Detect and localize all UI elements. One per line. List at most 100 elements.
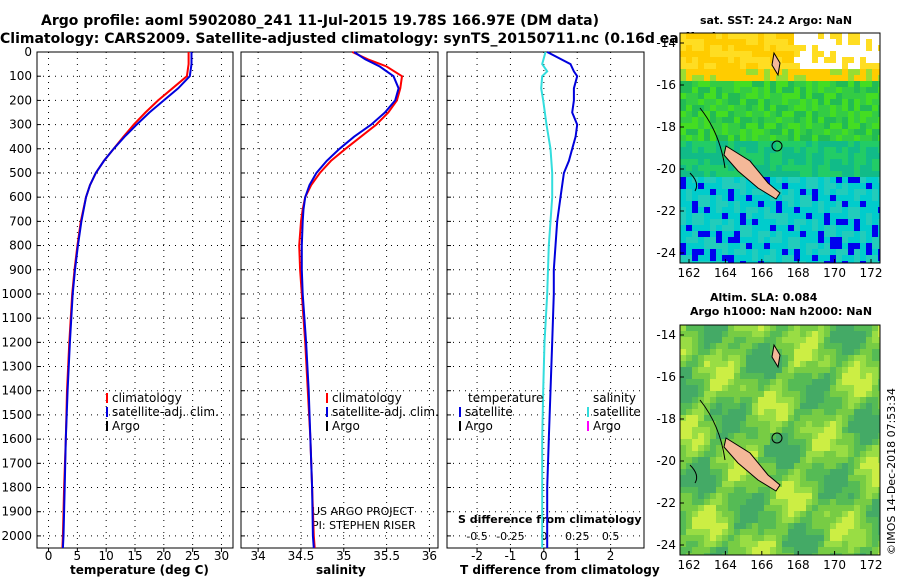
difference-xtick-top-label: 0 (540, 530, 547, 543)
diff-legend-temp-title: temperature (468, 391, 543, 405)
sla-ytick-label: -14 (656, 328, 676, 342)
diff-sal-legend-label: satellite (593, 405, 641, 419)
diff-temp-legend-label: satellite (465, 405, 513, 419)
credit-line2: PI: STEPHEN RISER (312, 519, 416, 532)
sla-ytick-label: -16 (656, 370, 676, 384)
difference-xtick-label: 1 (573, 549, 581, 563)
difference-frame (446, 51, 645, 549)
sst-reef-contour (689, 107, 726, 192)
depth-tick-label: 1400 (1, 384, 32, 398)
salinity-xtick-label: 35.5 (373, 549, 400, 563)
difference-series-line (540, 51, 554, 548)
sla-frame (679, 324, 881, 556)
sla-xtick-label: 164 (714, 558, 737, 572)
depth-tick-label: 1500 (1, 408, 32, 422)
temperature-xlabel: temperature (deg C) (70, 563, 209, 577)
difference-xtick-top-label: 0.5 (602, 530, 620, 543)
sst-ytick-label: -16 (656, 78, 676, 92)
salinity-series-line (300, 51, 400, 549)
sst-ytick-label: -20 (656, 162, 676, 176)
depth-tick-label: 500 (9, 166, 32, 180)
depth-tick-label: 1800 (1, 481, 32, 495)
temperature-xtick-label: 0 (45, 549, 53, 563)
difference-xtick-top-label: 0.25 (565, 530, 590, 543)
difference-xtick-label: -1 (504, 549, 516, 563)
difference-xtick-label: 0 (540, 549, 548, 563)
sst-xtick-label: 168 (787, 266, 810, 280)
sla-ytick-label: -22 (656, 496, 676, 510)
temperature-xtick-label: 15 (127, 549, 142, 563)
sst-xtick-label: 172 (860, 266, 883, 280)
temperature-series-line (61, 52, 190, 549)
salinity-xtick-label: 36 (422, 549, 437, 563)
temperature-legend-label: satellite-adj. clim. (112, 405, 219, 419)
sla-xtick-label: 162 (678, 558, 701, 572)
temperature-legend-label: climatology (112, 391, 182, 405)
header-line2: Climatology: CARS2009. Satellite-adjuste… (0, 31, 718, 47)
credit-line1: US ARGO PROJECT (312, 505, 414, 518)
difference-xtick-top-label: -0.5 (466, 530, 487, 543)
sst-vanuatu (771, 51, 781, 77)
sla-ytick-label: -18 (656, 412, 676, 426)
sla-map-title-1: Altim. SLA: 0.084 (710, 291, 818, 304)
sst-ytick-label: -18 (656, 120, 676, 134)
difference-xtick-label: -2 (471, 549, 483, 563)
sst-xtick-label: 166 (750, 266, 773, 280)
depth-tick-label: 1000 (1, 287, 32, 301)
salinity-xtick-label: 34.5 (288, 549, 315, 563)
depth-tick-label: 0 (24, 45, 32, 59)
difference-xtick-label: 2 (607, 549, 615, 563)
depth-tick-label: 400 (9, 142, 32, 156)
difference-xtick-top-label: -0.25 (496, 530, 524, 543)
sla-argo-position (771, 432, 783, 444)
sst-argo-position (771, 140, 783, 152)
salinity-xtick-label: 35 (336, 549, 351, 563)
sst-xtick-label: 162 (678, 266, 701, 280)
difference-series-line (546, 51, 579, 548)
diff-legend-sal-title: salinity (593, 391, 636, 405)
salinity-xlabel: salinity (316, 563, 366, 577)
depth-tick-label: 900 (9, 263, 32, 277)
sst-xtick-label: 164 (714, 266, 737, 280)
depth-tick-label: 300 (9, 118, 32, 132)
difference-xlabel-top: S difference from climatology (458, 513, 642, 526)
sla-xtick-label: 166 (750, 558, 773, 572)
sla-field (680, 325, 880, 555)
depth-tick-label: 700 (9, 214, 32, 228)
sla-reef-contour (689, 399, 726, 484)
sst-ytick-label: -14 (656, 36, 676, 50)
salinity-frame (240, 51, 439, 549)
sst-xtick-label: 170 (823, 266, 846, 280)
depth-tick-label: 1600 (1, 432, 32, 446)
sla-xtick-label: 170 (823, 558, 846, 572)
salinity-legend-label: Argo (332, 419, 360, 433)
depth-tick-label: 1300 (1, 360, 32, 374)
sst-ytick-label: -24 (656, 246, 676, 260)
temperature-xtick-label: 20 (156, 549, 171, 563)
sst-field (680, 33, 880, 263)
temperature-xtick-label: 30 (214, 549, 229, 563)
map-sst (679, 32, 881, 264)
difference-xlabel: T difference from climatology (460, 563, 660, 577)
header-line1: Argo profile: aoml 5902080_241 11-Jul-20… (40, 13, 599, 29)
salinity-legend-label: climatology (332, 391, 402, 405)
sla-ytick-label: -20 (656, 454, 676, 468)
temperature-series-line (61, 52, 193, 549)
sla-xtick-label: 168 (787, 558, 810, 572)
salinity-xtick-label: 34 (250, 549, 265, 563)
depth-tick-label: 1700 (1, 456, 32, 470)
depth-tick-label: 1900 (1, 505, 32, 519)
diff-sal-legend-label: Argo (593, 419, 621, 433)
sst-frame (679, 32, 881, 264)
sla-map-title-2: Argo h1000: NaN h2000: NaN (690, 305, 873, 318)
salinity-series-line (298, 51, 404, 549)
map-sla (679, 324, 881, 556)
depth-tick-label: 800 (9, 239, 32, 253)
sla-ytick-label: -24 (656, 538, 676, 552)
sst-ytick-label: -22 (656, 204, 676, 218)
temperature-xtick-label: 25 (185, 549, 200, 563)
sla-new-caledonia (723, 437, 781, 492)
sst-map-title: sat. SST: 24.2 Argo: NaN (700, 14, 853, 27)
temperature-legend-label: Argo (112, 419, 140, 433)
